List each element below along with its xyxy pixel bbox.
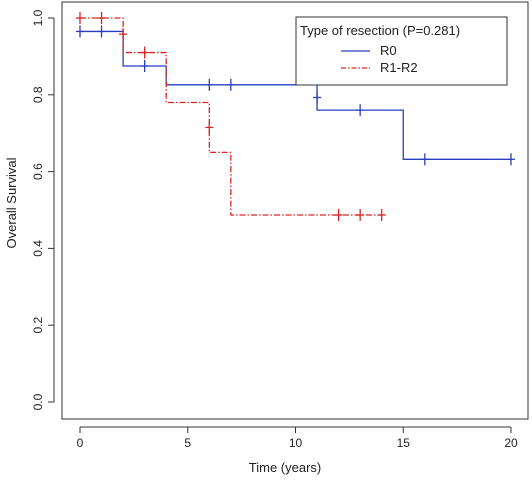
y-tick-label: 0.2	[31, 317, 45, 334]
x-axis: 0 5 10 15 20	[77, 426, 518, 450]
legend-label-r1r2: R1-R2	[380, 60, 418, 75]
legend-title: Type of resection (P=0.281)	[300, 23, 460, 38]
x-axis-title: Time (years)	[249, 460, 321, 475]
y-tick-label: 0.8	[31, 86, 45, 103]
y-tick-label: 1.0	[31, 9, 45, 26]
y-tick-label: 0.0	[31, 393, 45, 410]
censor-mark-r0	[420, 153, 429, 166]
x-tick-label: 15	[397, 436, 411, 450]
x-tick-label: 10	[289, 436, 303, 450]
y-axis: 0.0 0.2 0.4 0.6 0.8 1.0	[31, 9, 55, 410]
censor-mark-r1r2	[377, 208, 386, 221]
censor-mark-r0	[97, 25, 106, 38]
y-axis-title: Overall Survival	[4, 157, 19, 248]
y-tick-label: 0.4	[31, 240, 45, 257]
x-tick-label: 5	[184, 436, 191, 450]
censor-mark-r1r2	[97, 12, 106, 24]
censor-mark-r0	[313, 91, 322, 104]
censor-mark-r1r2	[356, 208, 365, 221]
censor-mark-r1r2	[119, 28, 128, 41]
y-tick-label: 0.6	[31, 163, 45, 180]
legend-box	[295, 16, 508, 86]
censor-mark-r0	[76, 25, 84, 38]
censor-mark-r1r2	[205, 121, 214, 134]
legend-label-r0: R0	[380, 43, 397, 58]
legend: Type of resection (P=0.281) R0 R1-R2	[295, 16, 508, 86]
plot-frame	[61, 1, 529, 420]
x-tick-label: 20	[504, 436, 518, 450]
censor-mark-r0	[205, 78, 214, 91]
censor-mark-r0	[507, 153, 515, 166]
censor-mark-r0	[140, 60, 149, 72]
censor-mark-r1r2	[334, 208, 343, 221]
censor-mark-r1r2	[140, 46, 149, 59]
censor-mark-r0	[356, 104, 365, 117]
censor-mark-r0	[226, 78, 235, 91]
censor-mark-r1r2	[76, 12, 84, 24]
x-tick-label: 0	[77, 436, 84, 450]
survival-curves	[76, 12, 515, 221]
